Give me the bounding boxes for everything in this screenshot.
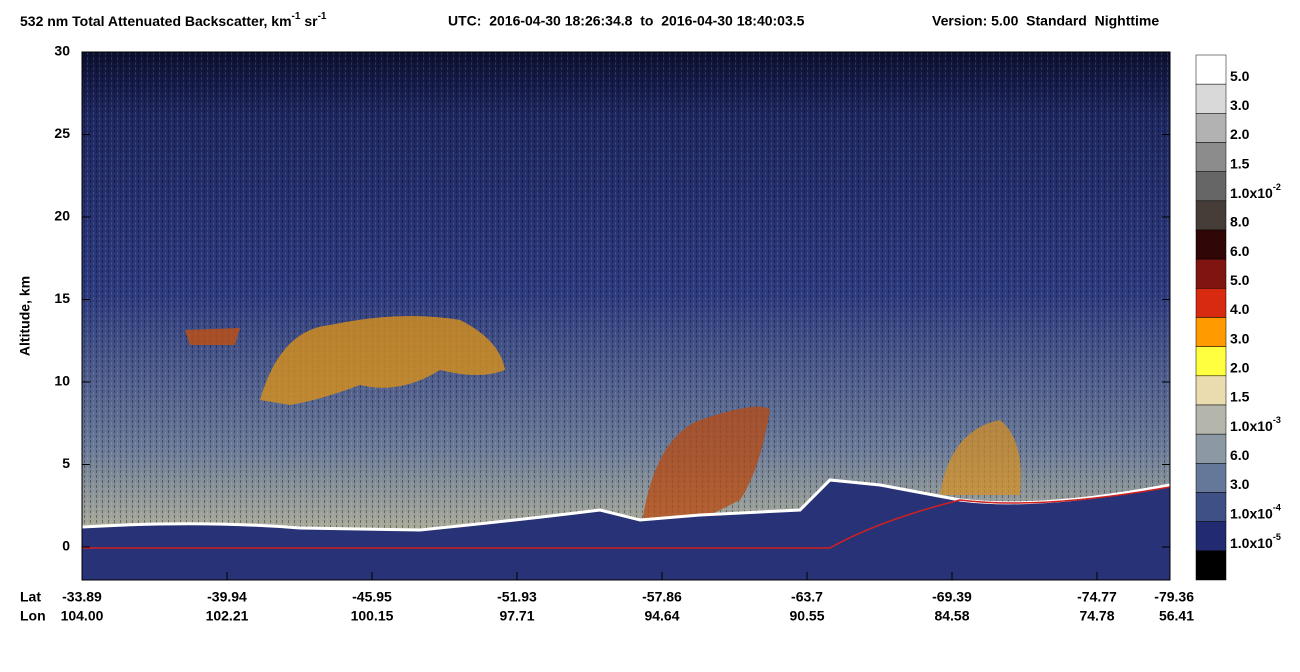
lat-tick-label: -57.86	[642, 589, 682, 605]
y-tick-label: 20	[54, 208, 70, 224]
y-tick-label: 0	[62, 538, 70, 554]
time-range: UTC: 2016-04-30 18:26:34.8 to 2016-04-30…	[448, 13, 805, 29]
colorbar-label-exp: -5	[1273, 532, 1281, 542]
y-tick-label: 5	[62, 455, 70, 471]
colorbar-label: 5.0	[1230, 272, 1250, 288]
lat-tick-label: -79.36	[1154, 589, 1194, 605]
y-tick-label: 15	[54, 290, 70, 306]
colorbar-label: 3.0	[1230, 476, 1250, 492]
colorbar-label: 6.0	[1230, 447, 1250, 463]
lon-tick-label: 74.78	[1079, 608, 1114, 624]
lon-tick-label: 100.15	[351, 608, 394, 624]
colorbar-label-base: 1.0x10	[1230, 418, 1273, 434]
y-axis-label: Altitude, km	[17, 276, 33, 356]
surface	[82, 480, 1170, 580]
lat-tick-label: -33.89	[62, 589, 102, 605]
colorbar-label-exp: -4	[1273, 503, 1281, 513]
version: Version: 5.00 Standard Nighttime	[932, 13, 1159, 29]
colorbar-swatch	[1195, 463, 1227, 493]
colorbar-label: 1.5	[1230, 155, 1250, 171]
image-noise	[82, 52, 1170, 580]
title: 532 nm Total Attenuated Backscatter, km-…	[20, 11, 1159, 29]
colorbar-swatch	[1195, 229, 1227, 260]
colorbar-label-exp: -3	[1273, 416, 1281, 426]
lon-label: Lon	[20, 608, 46, 624]
lon-tick-label: 84.58	[934, 608, 969, 624]
lon-tick-label: 94.64	[644, 608, 679, 624]
plot-frame	[81, 51, 1171, 581]
clouds	[185, 316, 1021, 540]
colorbar-label-base: 1.0x10	[1230, 505, 1273, 521]
colorbar-swatch	[1195, 317, 1227, 347]
lat-tick-label: -45.95	[352, 589, 392, 605]
colorbar-swatch	[1195, 113, 1227, 143]
colorbar-label: 4.0	[1230, 301, 1250, 317]
lat-label: Lat	[20, 589, 41, 605]
colorbar-swatch	[1195, 200, 1227, 231]
colorbar-label: 3.0	[1230, 97, 1250, 113]
colorbar-label: 3.0	[1230, 330, 1250, 346]
lat-tick-label: -63.7	[791, 589, 823, 605]
y-tick-label: 30	[54, 43, 70, 59]
lon-tick-label: 90.55	[789, 608, 824, 624]
colorbar-swatch	[1195, 375, 1227, 406]
colorbar-label: 8.0	[1230, 214, 1250, 230]
colorbar-label: 6.0	[1230, 243, 1250, 259]
colorbar-swatch	[1195, 433, 1227, 464]
colorbar-swatch	[1195, 171, 1227, 202]
chart-title: 532 nm Total Attenuated Backscatter, km-…	[20, 11, 327, 29]
colorbar-swatch	[1195, 550, 1227, 581]
y-tick-label: 25	[54, 125, 70, 141]
plot-area	[81, 51, 1171, 581]
colorbar-label-exp: -2	[1273, 182, 1281, 192]
colorbar-swatch	[1195, 492, 1227, 522]
colorbar-swatch	[1195, 83, 1227, 114]
title-part: 532 nm Total Attenuated Backscatter, km	[20, 13, 292, 29]
lat-tick-label: -51.93	[497, 589, 537, 605]
colorbar-label: 2.0	[1230, 126, 1250, 142]
lon-tick-label: 56.41	[1159, 608, 1194, 624]
colorbar-label: 1.0x10-2	[1230, 182, 1281, 200]
colorbar-label: 1.0x10-5	[1230, 532, 1281, 550]
colorbar-label: 1.0x10-3	[1230, 416, 1281, 434]
lat-tick-label: -74.77	[1077, 589, 1117, 605]
lon-tick-label: 102.21	[206, 608, 249, 624]
colorbar-label: 2.0	[1230, 360, 1250, 376]
colorbar-swatch	[1195, 54, 1227, 85]
lon-tick-label: 97.71	[499, 608, 534, 624]
lat-tick-label: -69.39	[932, 589, 972, 605]
colorbar-swatch	[1195, 346, 1227, 377]
colorbar-swatch	[1195, 521, 1227, 552]
lat-tick-label: -39.94	[207, 589, 247, 605]
y-tick-label: 10	[54, 373, 70, 389]
lon-tick-label: 104.00	[61, 608, 104, 624]
colorbar-swatch	[1195, 404, 1227, 435]
colorbar-swatch	[1195, 258, 1227, 289]
dem-line	[82, 486, 1171, 549]
colorbar-label: 1.5	[1230, 389, 1250, 405]
colorbar-label-base: 1.0x10	[1230, 185, 1273, 201]
colorbar-label-base: 1.0x10	[1230, 535, 1273, 551]
colorbar-label: 5.0	[1230, 68, 1250, 84]
title-superscript: -1	[318, 11, 327, 22]
title-part: sr	[300, 13, 318, 29]
colorbar-label: 1.0x10-4	[1230, 503, 1281, 521]
colorbar-swatch	[1195, 142, 1227, 172]
title-superscript: -1	[292, 11, 301, 22]
colorbar-swatch	[1195, 288, 1227, 318]
